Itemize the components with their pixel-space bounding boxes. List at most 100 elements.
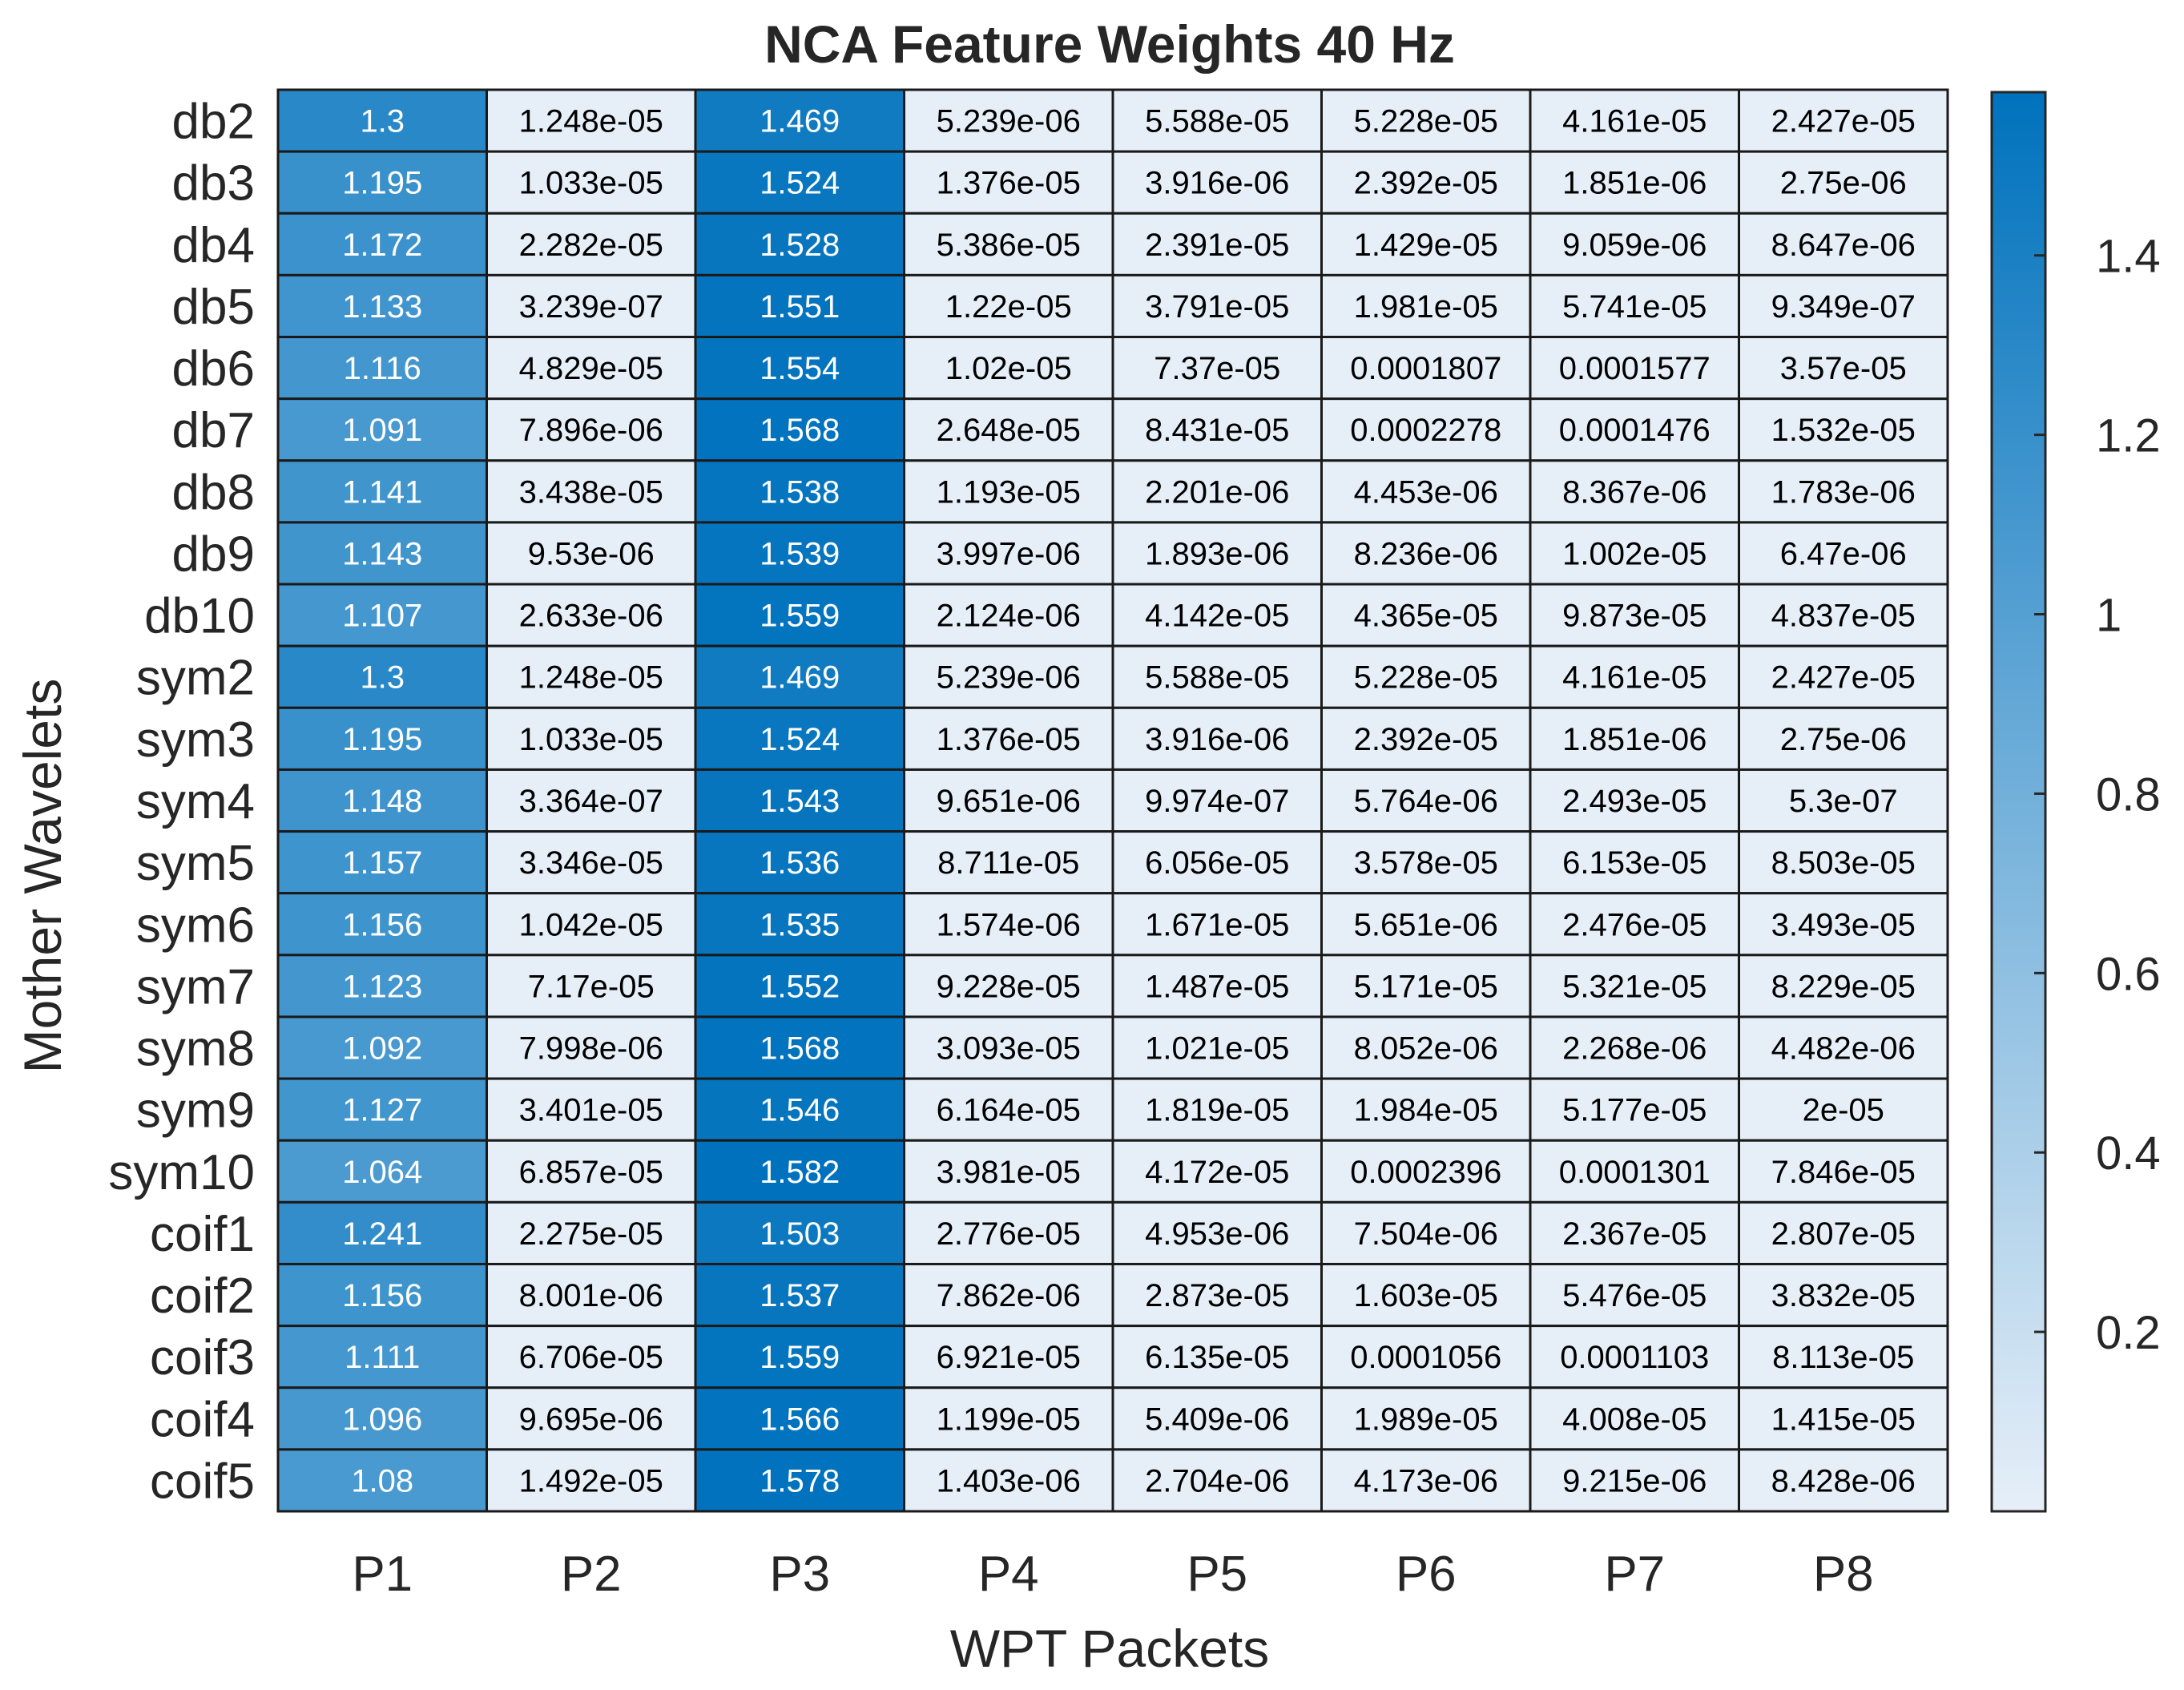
heatmap-cell <box>1529 706 1740 771</box>
heatmap-cell <box>1738 212 1949 276</box>
colorbar-tick-label: 0.8 <box>2096 768 2161 821</box>
heatmap-cell <box>486 830 697 895</box>
cell-value-label: 1.503 <box>760 1216 840 1252</box>
cell-value-label: 1.546 <box>760 1093 840 1128</box>
cell-value-label: 8.052e-06 <box>1354 1031 1498 1067</box>
cell-value-label: 7.862e-06 <box>937 1278 1081 1313</box>
cell-value-label: 4.365e-05 <box>1354 599 1498 634</box>
heatmap-cell <box>694 273 905 339</box>
heatmap-cell <box>1738 706 1949 771</box>
heatmap-cell <box>486 150 697 215</box>
heatmap-cell <box>903 706 1114 771</box>
cell-value-label: 9.228e-05 <box>937 969 1081 1004</box>
heatmap-cell <box>486 706 697 771</box>
heatmap-cell <box>486 644 697 709</box>
y-tick-label: coif3 <box>150 1330 255 1385</box>
colorbar-tick-label: 0.4 <box>2096 1127 2161 1180</box>
cell-value-label: 3.832e-05 <box>1771 1278 1916 1313</box>
cell-value-label: 4.142e-05 <box>1145 599 1289 634</box>
cell-value-label: 1.984e-05 <box>1354 1093 1498 1128</box>
heatmap-cell <box>1529 212 1740 276</box>
heatmap-cell <box>276 830 488 895</box>
heatmap-cell <box>1320 954 1532 1018</box>
cell-value-label: 1.092 <box>342 1031 422 1067</box>
cell-value-label: 2.476e-05 <box>1562 907 1707 942</box>
cell-value-label: 1.539 <box>760 536 840 571</box>
heatmap-cell <box>694 521 905 586</box>
colorbar-tick-label: 0.6 <box>2096 948 2161 1000</box>
cell-value-label: 1.021e-05 <box>1145 1031 1289 1067</box>
heatmap-cell <box>1529 273 1740 339</box>
cell-value-label: 4.172e-05 <box>1145 1155 1289 1190</box>
cell-value-label: 1.536 <box>760 845 840 881</box>
cell-value-label: 5.386e-05 <box>937 228 1081 263</box>
heatmap-cell <box>1529 954 1740 1018</box>
cell-value-label: 6.47e-06 <box>1780 536 1907 571</box>
heatmap-cell <box>1320 830 1532 895</box>
cell-value-label: 1.3 <box>360 104 405 139</box>
cell-value-label: 1.981e-05 <box>1354 289 1498 325</box>
cell-value-label: 1.157 <box>342 845 422 881</box>
y-axis-label: Mother Wavelets <box>13 679 72 1074</box>
cell-value-label: 1.033e-05 <box>519 166 663 201</box>
heatmap-cell <box>1320 397 1532 462</box>
cell-value-label: 3.916e-06 <box>1145 722 1289 757</box>
y-tick-label: coif1 <box>150 1207 255 1262</box>
cell-value-label: 5.409e-06 <box>1145 1402 1289 1437</box>
cell-value-label: 8.503e-05 <box>1771 845 1916 881</box>
cell-value-label: 1.123 <box>342 969 422 1004</box>
cell-value-label: 1.096 <box>342 1402 422 1437</box>
heatmap-cell <box>694 1139 905 1204</box>
cell-value-label: 1.403e-06 <box>937 1463 1081 1498</box>
cell-value-label: 8.711e-05 <box>937 845 1079 881</box>
cell-value-label: 5.239e-06 <box>937 104 1081 139</box>
heatmap-cell <box>1529 1200 1740 1265</box>
cell-value-label: 9.651e-06 <box>937 784 1081 819</box>
cell-value-label: 1.376e-05 <box>937 722 1081 757</box>
heatmap-cell <box>1320 459 1532 524</box>
cell-value-label: 6.706e-05 <box>519 1340 663 1375</box>
heatmap-cell <box>1111 644 1323 709</box>
y-tick-label: sym7 <box>136 959 255 1014</box>
cell-value-label: 8.229e-05 <box>1771 969 1916 1004</box>
heatmap-cell <box>486 1448 697 1513</box>
heatmap-cell <box>694 768 905 833</box>
cell-value-label: 1.199e-05 <box>937 1402 1081 1437</box>
y-tick-label: sym8 <box>136 1022 255 1077</box>
heatmap-cell <box>1320 1200 1532 1265</box>
heatmap-cell <box>1320 1325 1532 1390</box>
cell-value-label: 1.133 <box>342 289 422 325</box>
cell-value-label: 1.248e-05 <box>519 660 663 696</box>
heatmap-cell <box>1529 1139 1740 1204</box>
heatmap-cell <box>694 1200 905 1265</box>
cell-value-label: 1.248e-05 <box>519 104 663 139</box>
cell-value-label: 2.268e-06 <box>1562 1031 1707 1067</box>
heatmap-cell <box>1111 397 1323 462</box>
heatmap-cell <box>486 583 697 647</box>
cell-value-label: 0.0001807 <box>1350 351 1501 386</box>
cell-value-label: 9.349e-07 <box>1771 289 1916 325</box>
cell-value-label: 1.538 <box>760 474 840 510</box>
cell-value-label: 3.981e-05 <box>937 1155 1081 1190</box>
cell-value-label: 8.431e-05 <box>1145 413 1289 448</box>
colorbar-tick-label: 0.2 <box>2096 1307 2161 1359</box>
heatmap-cell <box>1320 1077 1532 1142</box>
chart-title: NCA Feature Weights 40 Hz <box>764 14 1455 74</box>
heatmap-cell <box>486 212 697 276</box>
heatmap-cell <box>1738 1448 1949 1513</box>
cell-value-label: 1.156 <box>342 1278 422 1313</box>
colorbar-tick-label: 1.2 <box>2096 410 2161 462</box>
cell-value-label: 7.846e-05 <box>1771 1155 1916 1190</box>
heatmap-cell <box>1738 1015 1949 1080</box>
cell-value-label: 2.75e-06 <box>1780 166 1907 201</box>
cell-value-label: 1.535 <box>760 907 840 942</box>
cell-value-label: 1.543 <box>760 784 840 819</box>
y-tick-label: db3 <box>172 156 255 212</box>
heatmap-cell <box>903 1015 1114 1080</box>
heatmap-cell <box>1529 768 1740 833</box>
y-tick-label: sym9 <box>136 1083 255 1139</box>
cell-value-label: 1.08 <box>351 1463 413 1498</box>
heatmap-cell <box>276 1015 488 1080</box>
heatmap-cell <box>694 706 905 771</box>
